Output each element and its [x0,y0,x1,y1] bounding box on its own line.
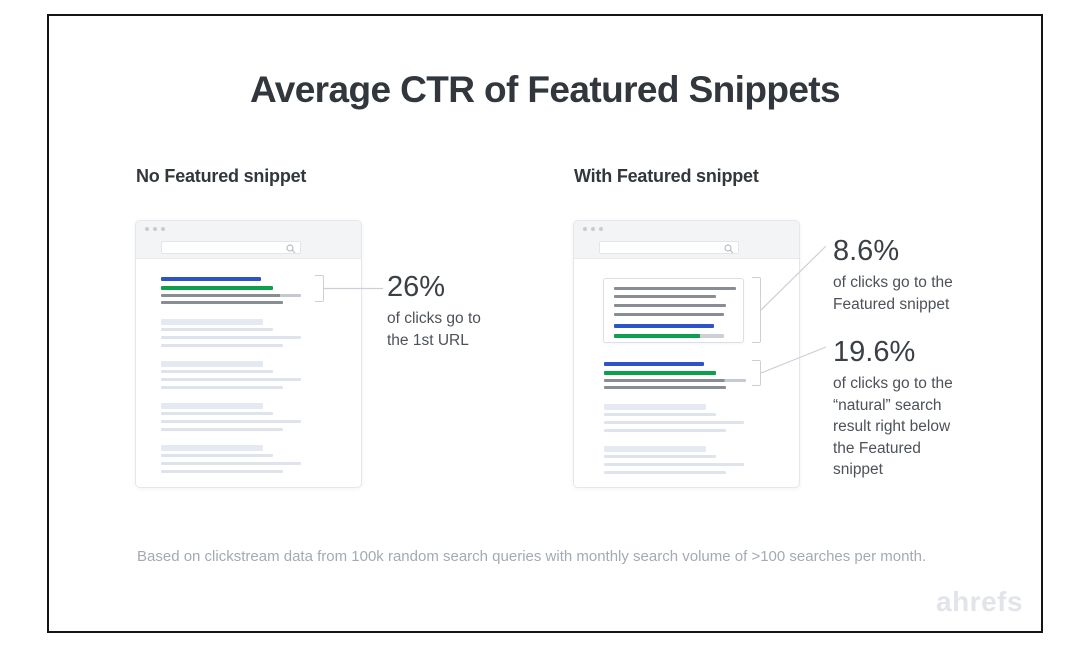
serp-mockup-no-snippet [135,220,362,488]
placeholder-line [604,404,706,410]
placeholder-line [161,336,301,339]
result-description-line [604,386,726,389]
snippet-text-line [614,304,726,307]
placeholder-result [161,445,301,478]
search-bar [161,241,301,254]
chart-title: Average CTR of Featured Snippets [249,69,841,110]
result-description-line [161,301,283,304]
callout-featured-snippet: 8.6% of clicks go to the Featured snippe… [833,234,1008,315]
placeholder-line [604,471,726,474]
snippet-text-line [614,287,736,290]
placeholder-line [161,386,283,389]
search-icon [724,243,734,253]
callout-first-url: 26% of clicks go to the 1st URL [387,270,562,351]
placeholder-line [604,413,716,416]
callout-description: of clicks go to the 1st URL [387,310,481,349]
callout-value: 26% [387,271,446,303]
ahrefs-logo: ahrefs [936,586,1024,617]
snippet-url-line [614,334,724,338]
result-description-line [604,379,746,382]
result-title-line [161,277,261,281]
window-controls-dots [583,227,603,231]
placeholder-line [161,370,273,373]
placeholder-line [604,455,716,458]
bracket-first-url [315,275,324,302]
result-title-line [604,362,704,366]
natural-result [604,362,746,393]
placeholder-result [604,404,744,437]
serp-mockup-with-snippet [573,220,800,488]
placeholder-line [161,344,283,347]
placeholder-line [161,378,301,381]
browser-header [136,221,361,259]
placeholder-line [161,454,273,457]
placeholder-line [161,428,283,431]
placeholder-line [161,319,263,325]
placeholder-result [161,361,301,394]
snippet-text-line [614,295,716,298]
placeholder-line [161,361,263,367]
search-bar [599,241,739,254]
panel-label-no-snippet: No Featured snippet [136,166,307,186]
featured-snippet-box [603,278,744,343]
placeholder-line [161,462,301,465]
result-description-line [161,294,301,297]
callout-value: 19.6% [833,336,916,368]
search-icon [286,243,296,253]
source-footnote: Based on clickstream data from 100k rand… [137,548,927,565]
placeholder-line [604,446,706,452]
callout-description: of clicks go to the “natural” search res… [833,375,953,478]
placeholder-line [161,420,301,423]
bracket-natural-result [752,360,761,386]
border-frame [47,14,1043,633]
placeholder-line [161,328,273,331]
result-url-line [161,286,273,290]
snippet-text-line [614,313,724,316]
placeholder-line [161,403,263,409]
placeholder-line [604,429,726,432]
bracket-featured-snippet [752,277,761,343]
callout-natural-result: 19.6% of clicks go to the “natural” sear… [833,335,1008,481]
placeholder-line [161,470,283,473]
placeholder-line [161,445,263,451]
panel-label-with-snippet: With Featured snippet [574,166,759,186]
placeholder-result [161,319,301,352]
window-controls-dots [145,227,165,231]
organic-result-first [161,277,301,308]
result-url-line [604,371,716,375]
placeholder-result [161,403,301,436]
placeholder-result [604,446,744,479]
placeholder-line [604,463,744,466]
placeholder-line [604,421,744,424]
placeholder-line [161,412,273,415]
callout-description: of clicks go to the Featured snippet [833,274,953,313]
snippet-title-line [614,324,714,328]
callout-value: 8.6% [833,235,900,267]
browser-header [574,221,799,259]
